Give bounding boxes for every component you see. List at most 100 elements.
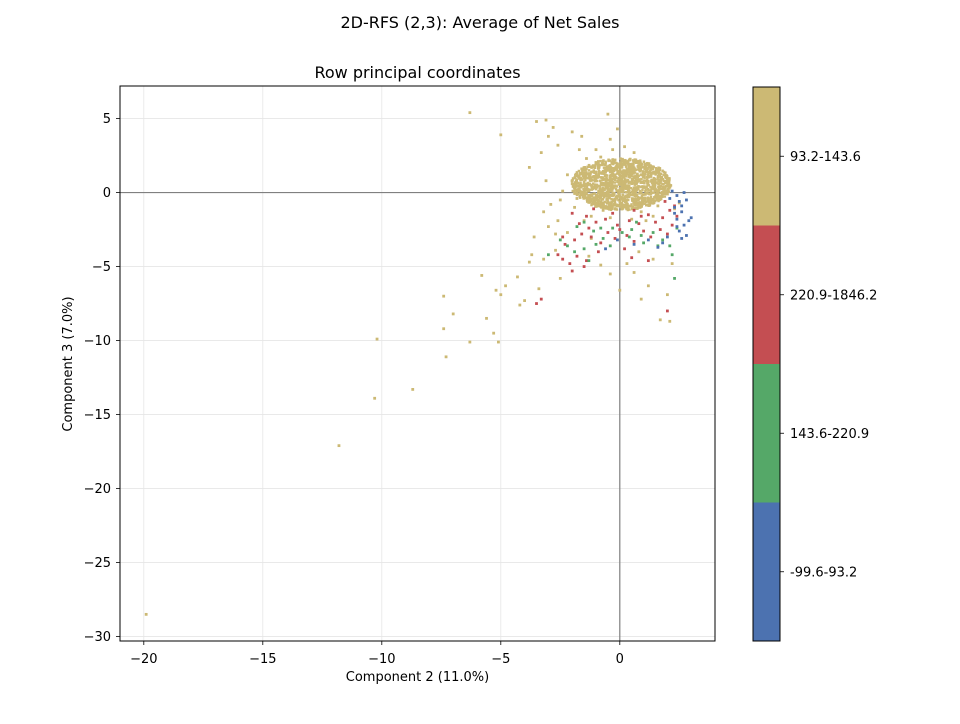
cluster-point — [628, 192, 632, 196]
cluster-point — [641, 170, 644, 173]
cluster-point — [645, 178, 649, 181]
data-point — [668, 319, 672, 323]
cluster-point — [638, 201, 642, 205]
cluster-point — [583, 195, 587, 199]
data-point — [627, 170, 631, 174]
cluster-point — [617, 189, 621, 192]
cluster-point — [632, 172, 635, 175]
cluster-point — [613, 200, 617, 203]
data-point — [627, 219, 631, 223]
cluster-point — [640, 181, 643, 184]
x-tick-label: −5 — [491, 652, 510, 667]
cluster-point — [645, 166, 648, 170]
data-point — [539, 297, 543, 301]
cluster-point — [628, 167, 632, 170]
cluster-point — [615, 189, 619, 192]
data-point — [608, 244, 612, 248]
colorbar-label: 220.9-1846.2 — [790, 288, 877, 303]
data-point — [570, 269, 574, 273]
cluster-point — [598, 172, 601, 175]
cluster-point — [619, 205, 622, 209]
cluster-point — [656, 174, 660, 178]
cluster-point — [663, 186, 667, 189]
cluster-point — [607, 189, 610, 192]
cluster-point — [645, 179, 649, 183]
cluster-point — [573, 192, 576, 195]
data-point — [527, 166, 531, 169]
data-point — [451, 312, 455, 316]
cluster-point — [604, 195, 608, 198]
cluster-point — [575, 184, 579, 188]
cluster-point — [607, 179, 610, 182]
cluster-point — [606, 186, 610, 190]
data-point — [566, 231, 569, 234]
cluster-point — [647, 189, 650, 192]
cluster-point — [647, 179, 650, 183]
cluster-point — [648, 200, 651, 203]
cluster-point — [611, 172, 615, 176]
cluster-point — [663, 195, 667, 198]
cluster-point — [598, 203, 601, 206]
cluster-point — [642, 179, 646, 182]
colorbar: -99.6-93.2 143.6-220.9 220.9-1846.2 93.2-14… — [752, 86, 877, 642]
cluster-point — [656, 191, 660, 194]
cluster-point — [586, 181, 590, 185]
cluster-point — [619, 157, 622, 160]
cluster-point — [660, 193, 664, 196]
cluster-point — [642, 175, 646, 179]
data-point — [620, 231, 624, 234]
cluster-point — [618, 194, 621, 198]
cluster-point — [584, 174, 588, 177]
cluster-point — [593, 164, 597, 168]
data-point — [580, 232, 584, 236]
cluster-point — [654, 192, 658, 196]
cluster-point — [602, 191, 606, 195]
cluster-point — [611, 199, 615, 203]
cluster-point — [579, 193, 582, 196]
cluster-point — [638, 168, 641, 172]
cluster-point — [607, 192, 610, 195]
data-point — [666, 232, 669, 236]
cluster-point — [609, 168, 613, 171]
cluster-point — [596, 200, 599, 203]
cluster-point — [608, 170, 612, 174]
y-axis-label: Component 3 (7.0%) — [61, 296, 76, 431]
data-point — [639, 210, 643, 214]
data-point — [577, 222, 581, 226]
data-point — [632, 242, 636, 246]
cluster-point — [594, 163, 597, 166]
data-point — [616, 223, 619, 227]
data-point — [689, 216, 693, 220]
y-tick-label: −10 — [84, 334, 111, 349]
x-axis: −20 −15 −10 −5 0 — [130, 641, 624, 667]
data-point — [535, 302, 538, 305]
data-point — [542, 257, 546, 261]
cluster-point — [668, 185, 672, 189]
y-tick-label: −20 — [84, 482, 111, 497]
cluster-point — [586, 165, 589, 169]
cluster-point — [617, 192, 620, 195]
cluster-point — [649, 180, 653, 183]
cluster-point — [665, 175, 669, 178]
data-point — [649, 235, 653, 239]
cluster-point — [627, 164, 630, 167]
cluster-point — [651, 167, 655, 171]
data-point — [623, 145, 626, 149]
cluster-point — [578, 188, 581, 191]
cluster-point — [644, 188, 647, 192]
data-point — [673, 205, 676, 209]
cluster-point — [637, 174, 640, 177]
data-point — [632, 271, 636, 274]
cluster-point — [654, 173, 657, 176]
cluster-point — [593, 192, 596, 195]
cluster-point — [634, 168, 638, 172]
data-point — [637, 250, 641, 254]
data-point — [599, 241, 603, 245]
cluster-point — [621, 181, 625, 184]
cluster-point — [623, 184, 626, 187]
cluster-point — [631, 205, 634, 208]
cluster-point — [658, 167, 662, 170]
data-point — [616, 238, 619, 242]
cluster-point — [667, 184, 670, 188]
